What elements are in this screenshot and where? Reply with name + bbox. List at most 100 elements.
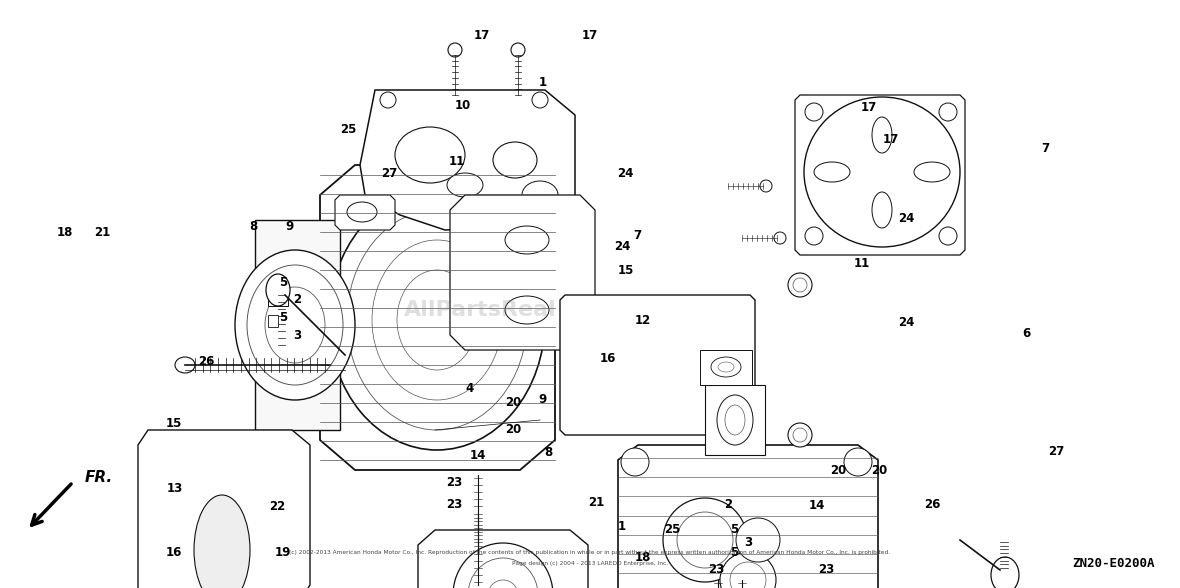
Text: 8: 8 xyxy=(250,220,257,233)
Ellipse shape xyxy=(447,173,483,197)
Text: 11: 11 xyxy=(853,257,870,270)
Text: 27: 27 xyxy=(1048,445,1064,458)
Ellipse shape xyxy=(720,552,776,588)
Ellipse shape xyxy=(194,495,250,588)
Ellipse shape xyxy=(805,227,822,245)
Ellipse shape xyxy=(468,558,538,588)
Text: 25: 25 xyxy=(664,523,681,536)
Text: 8: 8 xyxy=(545,446,552,459)
Text: FR.: FR. xyxy=(85,470,113,486)
Ellipse shape xyxy=(347,210,527,430)
Ellipse shape xyxy=(991,557,1020,588)
Text: 6: 6 xyxy=(1023,328,1030,340)
Text: 26: 26 xyxy=(198,355,215,368)
Text: 20: 20 xyxy=(830,464,846,477)
Polygon shape xyxy=(618,445,878,588)
Text: 20: 20 xyxy=(871,464,887,477)
Ellipse shape xyxy=(805,103,822,121)
Ellipse shape xyxy=(266,274,290,306)
Text: 20: 20 xyxy=(505,396,522,409)
Text: 16: 16 xyxy=(165,546,182,559)
Polygon shape xyxy=(320,165,555,470)
Text: 7: 7 xyxy=(1042,142,1049,155)
Text: 19: 19 xyxy=(275,546,291,559)
Ellipse shape xyxy=(793,278,807,292)
Polygon shape xyxy=(255,220,340,430)
Ellipse shape xyxy=(717,362,734,372)
Text: 17: 17 xyxy=(883,133,899,146)
Ellipse shape xyxy=(235,250,355,400)
Text: 24: 24 xyxy=(614,240,630,253)
Text: 24: 24 xyxy=(617,167,634,180)
Text: 2: 2 xyxy=(725,498,732,511)
Text: 4: 4 xyxy=(466,382,473,395)
Text: 5: 5 xyxy=(730,523,738,536)
Ellipse shape xyxy=(505,296,549,324)
Text: 1: 1 xyxy=(539,76,546,89)
Bar xyxy=(268,315,278,327)
Ellipse shape xyxy=(380,92,396,108)
Text: 27: 27 xyxy=(381,167,398,180)
Polygon shape xyxy=(560,295,755,435)
Text: 22: 22 xyxy=(269,500,286,513)
Text: 21: 21 xyxy=(94,226,111,239)
Ellipse shape xyxy=(453,543,553,588)
Ellipse shape xyxy=(939,103,957,121)
Text: 5: 5 xyxy=(730,546,738,559)
Ellipse shape xyxy=(347,202,376,222)
Ellipse shape xyxy=(489,580,518,588)
Text: ZN20-E0200A: ZN20-E0200A xyxy=(1073,557,1155,570)
Text: 15: 15 xyxy=(617,264,634,277)
Polygon shape xyxy=(418,530,588,588)
Ellipse shape xyxy=(717,395,753,445)
Ellipse shape xyxy=(760,180,772,192)
Ellipse shape xyxy=(814,162,850,182)
Text: 23: 23 xyxy=(818,563,834,576)
Polygon shape xyxy=(795,95,965,255)
Ellipse shape xyxy=(372,240,502,400)
Ellipse shape xyxy=(175,357,195,373)
Text: 3: 3 xyxy=(294,329,301,342)
Text: 14: 14 xyxy=(470,449,486,462)
Ellipse shape xyxy=(266,287,324,363)
Text: 24: 24 xyxy=(898,212,914,225)
Text: 10: 10 xyxy=(454,99,471,112)
Text: 23: 23 xyxy=(446,476,463,489)
Ellipse shape xyxy=(677,512,733,568)
Ellipse shape xyxy=(663,498,747,582)
Ellipse shape xyxy=(725,405,745,435)
Text: 26: 26 xyxy=(924,498,940,511)
Ellipse shape xyxy=(804,97,961,247)
Ellipse shape xyxy=(844,448,872,476)
Ellipse shape xyxy=(532,92,548,108)
Ellipse shape xyxy=(395,127,465,183)
Ellipse shape xyxy=(511,43,525,57)
Bar xyxy=(268,290,288,306)
Ellipse shape xyxy=(493,142,537,178)
Ellipse shape xyxy=(914,162,950,182)
Text: 16: 16 xyxy=(599,352,616,365)
Text: 5: 5 xyxy=(280,311,287,324)
Text: 9: 9 xyxy=(539,393,546,406)
Ellipse shape xyxy=(247,265,343,385)
Text: 11: 11 xyxy=(448,155,465,168)
Text: AllPartsReal: AllPartsReal xyxy=(404,300,557,320)
Text: 14: 14 xyxy=(808,499,825,512)
Ellipse shape xyxy=(872,117,892,153)
Ellipse shape xyxy=(396,270,477,370)
Ellipse shape xyxy=(712,357,741,377)
Ellipse shape xyxy=(329,190,545,450)
Text: 15: 15 xyxy=(165,417,182,430)
Ellipse shape xyxy=(448,43,463,57)
Text: 18: 18 xyxy=(57,226,73,239)
Text: 7: 7 xyxy=(634,229,641,242)
Text: 1: 1 xyxy=(618,520,625,533)
Ellipse shape xyxy=(793,428,807,442)
Ellipse shape xyxy=(939,227,957,245)
Text: 5: 5 xyxy=(280,276,287,289)
Ellipse shape xyxy=(736,518,780,562)
Ellipse shape xyxy=(788,273,812,297)
Text: 9: 9 xyxy=(286,220,293,233)
Ellipse shape xyxy=(621,448,649,476)
Ellipse shape xyxy=(788,423,812,447)
